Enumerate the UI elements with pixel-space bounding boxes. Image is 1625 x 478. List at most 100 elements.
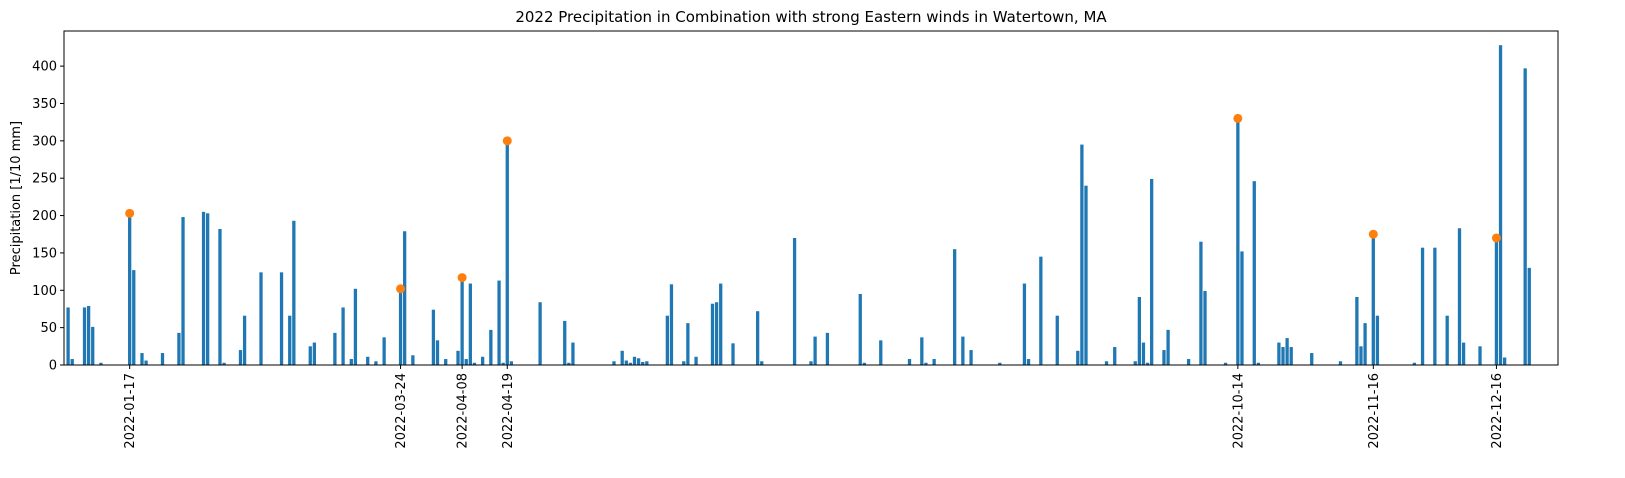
- plot-frame: [63, 30, 1559, 366]
- y-tick-label: 250: [32, 172, 57, 187]
- bar: [140, 353, 144, 365]
- bar: [1285, 338, 1289, 365]
- bar: [128, 215, 132, 365]
- bar: [259, 272, 263, 365]
- bar: [1478, 346, 1482, 365]
- bar: [411, 355, 415, 365]
- bar: [312, 342, 317, 365]
- y-tick-label: 100: [32, 284, 57, 299]
- bar: [1498, 45, 1503, 365]
- bar: [374, 361, 378, 365]
- y-tick-label: 200: [32, 209, 57, 224]
- bar: [160, 353, 165, 365]
- bar: [144, 360, 148, 365]
- y-tick-label: 300: [32, 134, 57, 149]
- bar: [1412, 362, 1416, 365]
- bar: [953, 249, 957, 365]
- bar: [1252, 181, 1256, 365]
- bar: [91, 326, 95, 365]
- chart-title: 2022 Precipitation in Combination with s…: [515, 8, 1107, 26]
- marker-point: [502, 136, 512, 146]
- bar: [961, 336, 965, 365]
- bar: [82, 307, 87, 365]
- bar: [382, 337, 386, 365]
- bar: [694, 356, 698, 365]
- bar: [509, 361, 514, 365]
- bar: [1199, 241, 1203, 365]
- bar: [468, 283, 472, 365]
- bar: [1076, 350, 1080, 365]
- bar: [1523, 68, 1527, 366]
- bar: [181, 217, 185, 365]
- x-tick-label: 2022-01-17: [123, 373, 138, 449]
- bar: [1355, 297, 1359, 365]
- bar: [497, 280, 501, 365]
- bar: [1338, 361, 1343, 365]
- bar: [1375, 315, 1380, 365]
- bar: [714, 302, 719, 365]
- bar: [99, 362, 103, 365]
- bar: [920, 337, 924, 365]
- bar: [825, 332, 830, 365]
- bar: [366, 356, 370, 365]
- bar: [460, 279, 464, 365]
- bar: [1203, 291, 1207, 365]
- bar: [538, 302, 542, 365]
- marker-point: [1233, 113, 1243, 123]
- bar: [349, 359, 353, 365]
- bar: [1137, 297, 1141, 365]
- bar: [1166, 329, 1170, 365]
- bar: [242, 315, 247, 365]
- bar: [1026, 359, 1031, 365]
- bar: [969, 350, 973, 365]
- bar: [563, 320, 567, 365]
- bar: [444, 359, 448, 365]
- bar: [1240, 251, 1244, 365]
- marker-point: [1491, 233, 1501, 243]
- bar: [710, 303, 715, 365]
- bar: [567, 362, 571, 365]
- bar: [132, 270, 136, 365]
- marker-point: [1368, 229, 1378, 239]
- marker-point: [125, 208, 135, 218]
- bar: [632, 356, 637, 365]
- bar: [238, 350, 243, 365]
- bar: [636, 358, 641, 365]
- bar: [505, 140, 509, 365]
- bar: [1457, 228, 1462, 365]
- bar: [435, 340, 440, 365]
- bar: [792, 237, 797, 365]
- bar: [501, 362, 505, 365]
- y-axis-label: Precipitation [1/10 mm]: [9, 121, 24, 275]
- bar: [86, 305, 91, 365]
- plot-area: [66, 45, 1531, 366]
- bar: [308, 346, 312, 365]
- bar: [1084, 185, 1088, 365]
- x-tick-label: 2022-11-16: [1367, 373, 1382, 449]
- bar: [1445, 315, 1449, 365]
- bar: [998, 362, 1002, 365]
- bar: [206, 213, 210, 365]
- bar: [1236, 118, 1240, 365]
- bar: [288, 315, 292, 365]
- bar: [481, 356, 485, 365]
- bar: [612, 361, 616, 365]
- bar: [398, 288, 403, 365]
- bar: [665, 315, 669, 365]
- bar: [879, 340, 883, 365]
- bar: [1371, 235, 1375, 365]
- bar: [645, 361, 649, 365]
- bar: [628, 362, 633, 365]
- bar: [456, 350, 460, 365]
- bar: [571, 342, 575, 365]
- bar: [760, 361, 764, 365]
- bar: [1150, 178, 1154, 365]
- bar: [719, 283, 723, 365]
- x-tick-label: 2022-04-08: [456, 373, 471, 449]
- y-tick-label: 350: [32, 97, 57, 112]
- bar: [341, 307, 345, 365]
- x-tick-label: 2022-04-19: [501, 373, 516, 449]
- bar: [292, 220, 296, 365]
- bar: [472, 362, 477, 365]
